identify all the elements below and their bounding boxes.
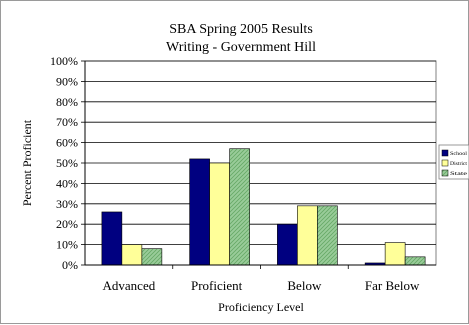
legend-swatch-state (442, 170, 448, 176)
legend-label-district: District (450, 161, 467, 167)
y-tick-label: 100% (50, 54, 78, 68)
legend-swatch-school (442, 150, 448, 156)
y-tick-label: 50% (56, 156, 78, 170)
bar-district-below (297, 206, 317, 265)
legend-label-school: School (450, 151, 468, 157)
bar-school-proficient (190, 159, 210, 265)
bar-state-proficient (230, 149, 250, 265)
y-tick-label: 60% (56, 136, 78, 150)
x-tick-label: Advanced (103, 278, 156, 293)
y-tick-label: 20% (56, 217, 78, 231)
chart-title: SBA Spring 2005 Results (169, 22, 313, 37)
bar-district-advanced (122, 245, 142, 265)
y-axis-label: Percent Proficient (20, 119, 34, 206)
bar-school-below (277, 224, 297, 265)
bar-state-advanced (142, 249, 162, 265)
x-tick-label: Far Below (365, 278, 420, 293)
bar-district-far-below (385, 243, 405, 265)
x-tick-label: Proficient (191, 278, 243, 293)
legend-swatch-district (442, 160, 448, 166)
legend: School District State (439, 145, 469, 179)
y-tick-label: 0% (62, 258, 78, 272)
x-tick-label: Below (287, 278, 322, 293)
y-tick-label: 90% (56, 74, 78, 88)
y-tick-label: 80% (56, 95, 78, 109)
legend-label-state: State (450, 171, 468, 177)
chart-subtitle: Writing - Government Hill (166, 40, 316, 55)
bar-state-below (317, 206, 337, 265)
bar-state-far-below (405, 257, 425, 265)
bar-district-proficient (210, 163, 230, 265)
y-tick-label: 40% (56, 176, 78, 190)
y-tick-label: 10% (56, 238, 78, 252)
y-tick-label: 30% (56, 197, 78, 211)
x-axis-label: Proficiency Level (218, 300, 304, 314)
bar-school-advanced (102, 212, 122, 265)
y-tick-label: 70% (56, 115, 78, 129)
